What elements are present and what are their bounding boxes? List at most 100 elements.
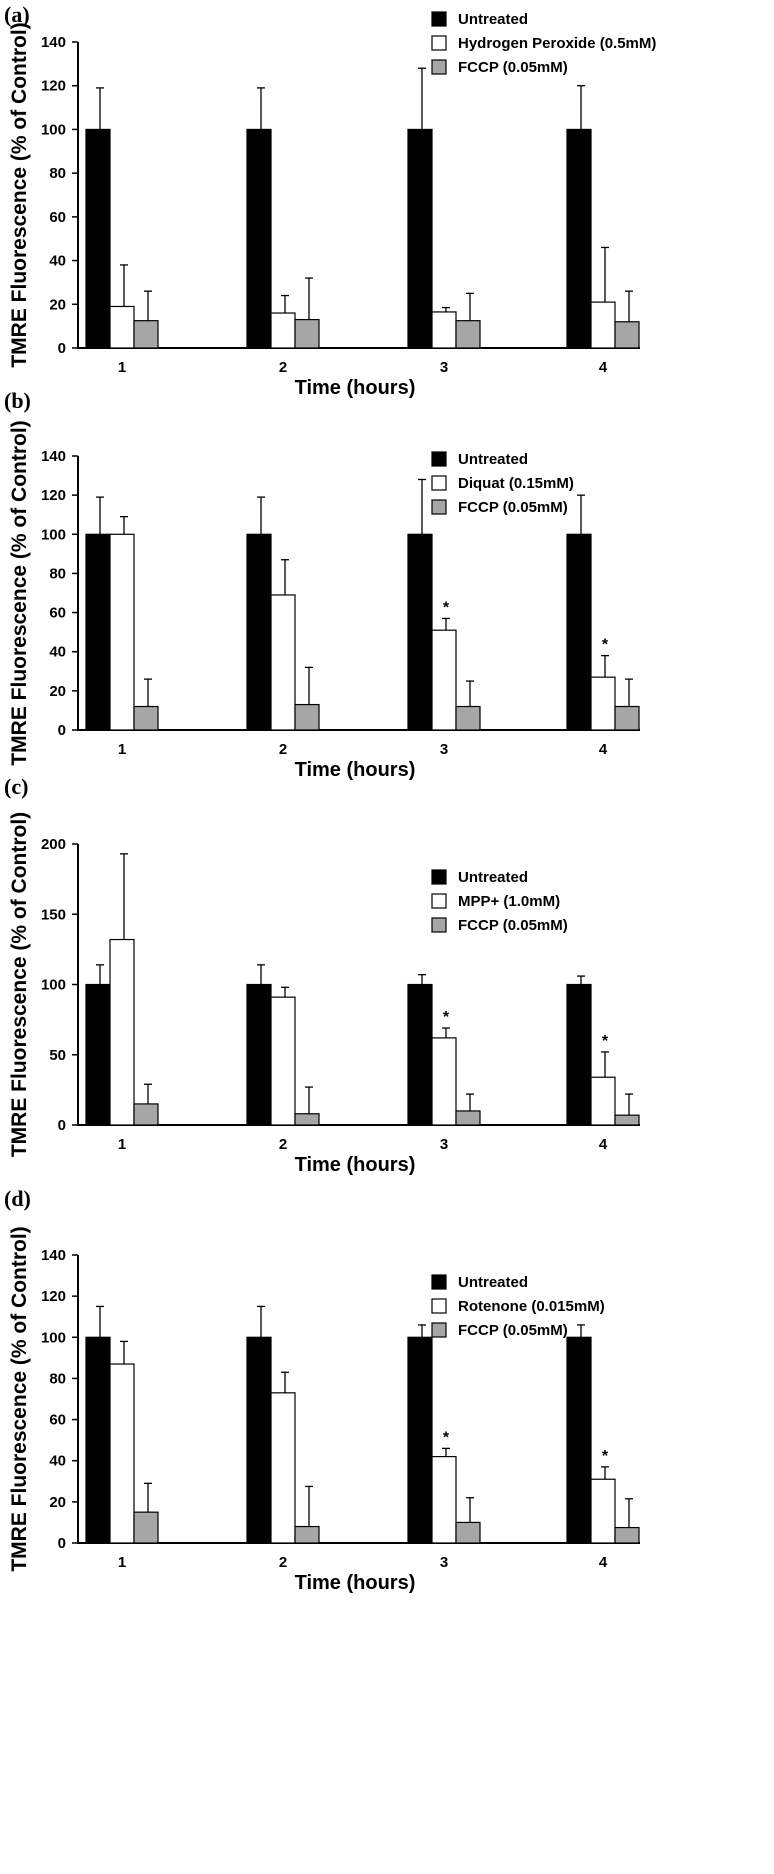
bar-treatment-t1 bbox=[109, 533, 135, 731]
bar-treatment-t1 bbox=[109, 1363, 135, 1544]
significance-star: * bbox=[602, 1033, 609, 1050]
chart-panel-b: (b) TMRE Fluorescence (% of Control) 0 20 40… bbox=[4, 388, 640, 781]
legend-label-fccp: FCCP (0.05mM) bbox=[458, 1322, 568, 1339]
bar-untreated-t1 bbox=[85, 983, 111, 1126]
bar-fccp-t3 bbox=[455, 1521, 481, 1544]
x-tick-label: 2 bbox=[279, 1136, 287, 1153]
bar-treatment-t3 bbox=[431, 1037, 457, 1126]
y-tick-label: 20 bbox=[49, 296, 66, 313]
x-tick-label: 3 bbox=[440, 359, 448, 376]
y-axis-label: TMRE Fluorescence (% of Control) bbox=[8, 420, 31, 765]
y-tick-label: 40 bbox=[49, 253, 66, 270]
y-tick-label: 60 bbox=[49, 605, 66, 622]
legend-swatch-fccp bbox=[431, 499, 447, 515]
bar-untreated-t2 bbox=[246, 533, 272, 731]
bar-untreated-t2 bbox=[246, 128, 272, 349]
bar-treatment-t2 bbox=[270, 594, 296, 731]
legend-label-fccp: FCCP (0.05mM) bbox=[458, 59, 568, 76]
bar-treatment-t4 bbox=[590, 676, 616, 731]
legend-swatch-fccp bbox=[431, 59, 447, 75]
y-tick-label: 150 bbox=[41, 906, 66, 923]
bar-fccp-t3 bbox=[455, 705, 481, 731]
y-tick-label: 200 bbox=[41, 836, 66, 853]
bar-untreated-t4 bbox=[566, 533, 592, 731]
bar-treatment-t1 bbox=[109, 305, 135, 349]
legend-swatch-treatment bbox=[431, 35, 447, 51]
x-tick-label: 4 bbox=[599, 741, 608, 758]
bar-treatment-t3 bbox=[431, 629, 457, 731]
legend-label-untreated: Untreated bbox=[458, 1274, 528, 1291]
legend-label-treatment: Diquat (0.15mM) bbox=[458, 475, 574, 492]
x-tick-label: 3 bbox=[440, 741, 448, 758]
significance-star: * bbox=[443, 599, 450, 616]
y-tick-label: 80 bbox=[49, 1370, 66, 1387]
x-tick-label: 1 bbox=[118, 741, 126, 758]
x-tick-label: 4 bbox=[599, 1136, 608, 1153]
y-tick-label: 80 bbox=[49, 565, 66, 582]
x-tick-label: 3 bbox=[440, 1554, 448, 1571]
legend-swatch-untreated bbox=[431, 451, 447, 467]
legend-swatch-untreated bbox=[431, 869, 447, 885]
x-tick-label: 3 bbox=[440, 1136, 448, 1153]
y-axis-label: TMRE Fluorescence (% of Control) bbox=[8, 1226, 31, 1571]
x-tick-label: 1 bbox=[118, 1554, 126, 1571]
panel-label: (c) bbox=[4, 774, 28, 799]
bar-fccp-t2 bbox=[294, 1525, 320, 1544]
legend-swatch-fccp bbox=[431, 917, 447, 933]
panel-label: (b) bbox=[4, 388, 31, 413]
bar-fccp-t1 bbox=[133, 320, 159, 349]
bar-fccp-t1 bbox=[133, 1511, 159, 1544]
bar-fccp-t4 bbox=[614, 705, 640, 731]
bar-fccp-t2 bbox=[294, 318, 320, 349]
y-tick-label: 60 bbox=[49, 209, 66, 226]
bar-treatment-t4 bbox=[590, 301, 616, 349]
y-tick-label: 60 bbox=[49, 1412, 66, 1429]
legend-label-treatment: MPP+ (1.0mM) bbox=[458, 893, 560, 910]
y-tick-label: 120 bbox=[41, 78, 66, 95]
legend-swatch-untreated bbox=[431, 1274, 447, 1290]
bar-fccp-t3 bbox=[455, 320, 481, 349]
x-tick-label: 2 bbox=[279, 359, 287, 376]
bar-fccp-t4 bbox=[614, 1526, 640, 1544]
bar-untreated-t3 bbox=[407, 128, 433, 349]
y-tick-label: 0 bbox=[58, 722, 66, 739]
y-tick-label: 40 bbox=[49, 1453, 66, 1470]
y-tick-label: 100 bbox=[41, 526, 66, 543]
y-tick-label: 50 bbox=[49, 1047, 66, 1064]
y-tick-label: 100 bbox=[41, 977, 66, 994]
chart-panel-c: (c) TMRE Fluorescence (% of Control) 0 50 10… bbox=[4, 774, 640, 1176]
x-tick-label: 2 bbox=[279, 1554, 287, 1571]
bar-treatment-t4 bbox=[590, 1478, 616, 1544]
legend-swatch-treatment bbox=[431, 893, 447, 909]
bar-untreated-t3 bbox=[407, 1336, 433, 1544]
y-tick-label: 0 bbox=[58, 1117, 66, 1134]
bar-untreated-t1 bbox=[85, 1336, 111, 1544]
bar-untreated-t2 bbox=[246, 1336, 272, 1544]
bar-untreated-t1 bbox=[85, 128, 111, 349]
bar-fccp-t3 bbox=[455, 1110, 481, 1126]
y-tick-label: 20 bbox=[49, 1494, 66, 1511]
bar-treatment-t1 bbox=[109, 938, 135, 1126]
x-tick-label: 2 bbox=[279, 741, 287, 758]
legend-swatch-treatment bbox=[431, 1298, 447, 1314]
y-tick-label: 140 bbox=[41, 1247, 66, 1264]
x-tick-label: 4 bbox=[599, 359, 608, 376]
panel-label: (a) bbox=[4, 2, 30, 27]
bar-fccp-t4 bbox=[614, 321, 640, 349]
bar-untreated-t4 bbox=[566, 983, 592, 1126]
y-tick-label: 80 bbox=[49, 165, 66, 182]
legend-label-fccp: FCCP (0.05mM) bbox=[458, 917, 568, 934]
significance-star: * bbox=[443, 1429, 450, 1446]
y-tick-label: 140 bbox=[41, 34, 66, 51]
y-tick-label: 100 bbox=[41, 1329, 66, 1346]
x-axis-label: Time (hours) bbox=[295, 1154, 416, 1176]
chart-panel-a: (a)TMRE Fluorescence (% of Control) 0 20 40… bbox=[4, 2, 656, 399]
bar-untreated-t3 bbox=[407, 533, 433, 731]
bar-untreated-t2 bbox=[246, 983, 272, 1126]
legend-label-fccp: FCCP (0.05mM) bbox=[458, 499, 568, 516]
y-tick-label: 120 bbox=[41, 1288, 66, 1305]
legend-label-untreated: Untreated bbox=[458, 11, 528, 28]
bar-treatment-t4 bbox=[590, 1076, 616, 1126]
bar-untreated-t3 bbox=[407, 983, 433, 1126]
